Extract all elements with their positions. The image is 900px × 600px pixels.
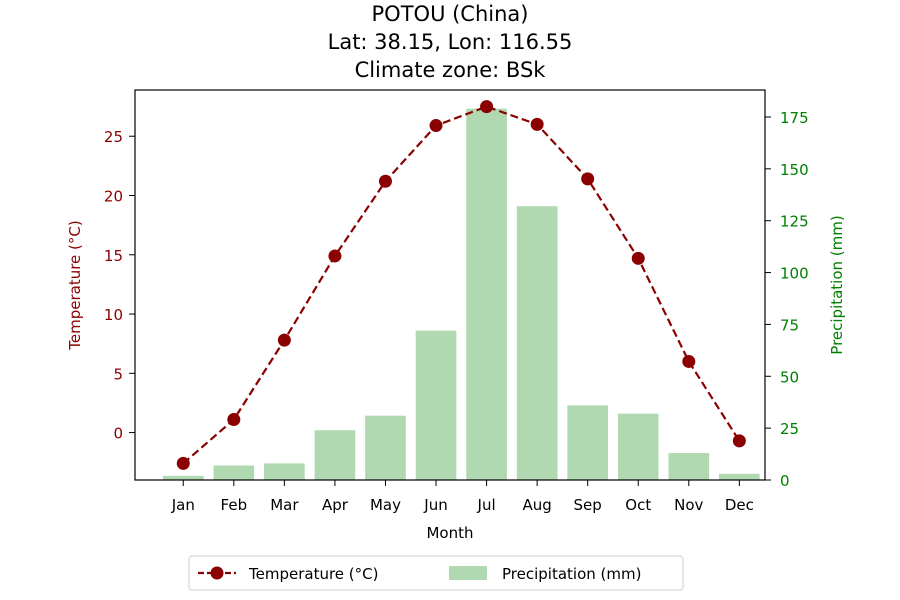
temperature-point-jul [480,100,494,114]
x-tick-label-mar: Mar [270,496,299,514]
legend-precipitation-label: Precipitation (mm) [502,565,641,583]
temperature-point-may [378,174,392,188]
y-left-tick-label-20: 20 [104,188,123,206]
y-right-tick-label-150: 150 [780,161,809,179]
x-tick-label-nov: Nov [674,496,703,514]
temperature-point-dec [732,434,746,448]
precip-bar-jun [415,330,457,480]
y-left-tick-label-10: 10 [104,306,123,324]
plot-frame [134,89,766,481]
temperature-line [176,100,746,470]
temperature-point-aug [530,117,544,131]
precip-bar-oct [617,413,659,480]
precip-bar-aug [516,206,558,480]
precip-bar-apr [314,430,356,480]
temperature-point-oct [631,251,645,265]
temperature-point-feb [227,413,241,427]
y-right-tick-label-100: 100 [780,265,809,283]
precip-bar-feb [213,465,255,480]
x-axis-label: Month [426,524,473,542]
y-right-tick-label-125: 125 [780,213,809,231]
chart-title: POTOU (China) Lat: 38.15, Lon: 116.55 Clim… [328,2,573,82]
legend: Temperature (°C) Precipitation (mm) [188,555,684,591]
temperature-point-mar [277,333,291,347]
x-tick-label-dec: Dec [725,496,754,514]
x-tick-label-sep: Sep [574,496,602,514]
y-axis-right: 0 25 50 75 100 125 150 175 [765,109,809,490]
y-left-tick-label-5: 5 [113,365,123,383]
y-axis-right-label: Precipitation (mm) [828,215,846,354]
x-tick-label-jun: Jun [423,496,447,514]
y-axis-left: 0 5 10 15 20 25 [104,128,135,443]
precip-bar-jul [466,108,507,480]
x-tick-label-aug: Aug [522,496,551,514]
x-tick-label-apr: Apr [322,496,349,514]
precipitation-bars [162,108,760,480]
y-right-tick-label-25: 25 [780,420,799,438]
temperature-series-line [182,105,741,465]
y-right-tick-label-50: 50 [780,368,799,386]
title-line-1: POTOU (China) [372,2,529,26]
temperature-point-jun [429,119,443,133]
temperature-point-apr [328,249,342,263]
title-line-2: Lat: 38.15, Lon: 116.55 [328,30,573,54]
x-tick-label-oct: Oct [625,496,651,514]
y-left-tick-label-25: 25 [104,128,123,146]
y-left-tick-label-15: 15 [104,247,123,265]
legend-temperature-marker [210,566,224,580]
title-line-3: Climate zone: BSk [355,58,547,82]
x-axis: Jan Feb Mar Apr May Jun Jul Aug Sep Oct Nov Dec [171,480,754,514]
y-right-tick-label-75: 75 [780,316,799,334]
x-tick-label-jul: Jul [477,496,496,514]
legend-box [188,555,684,591]
y-left-tick-label-0: 0 [113,425,123,443]
legend-temperature-label: Temperature (°C) [248,565,378,583]
y-axis-left-label: Temperature (°C) [66,220,84,350]
legend-precipitation-swatch [449,566,487,580]
temperature-point-jan [176,456,190,470]
temperature-point-sep [581,172,595,186]
temperature-point-nov [682,354,696,368]
x-tick-label-may: May [370,496,401,514]
precip-bar-nov [668,453,710,480]
precip-bar-dec [719,473,760,480]
y-right-tick-label-0: 0 [780,472,790,490]
x-tick-label-jan: Jan [171,496,195,514]
precip-bar-mar [264,463,305,480]
precip-bar-may [365,415,406,480]
precip-bar-jan [162,475,204,480]
precip-bar-sep [567,405,609,480]
x-tick-label-feb: Feb [221,496,248,514]
y-right-tick-label-175: 175 [780,109,809,127]
